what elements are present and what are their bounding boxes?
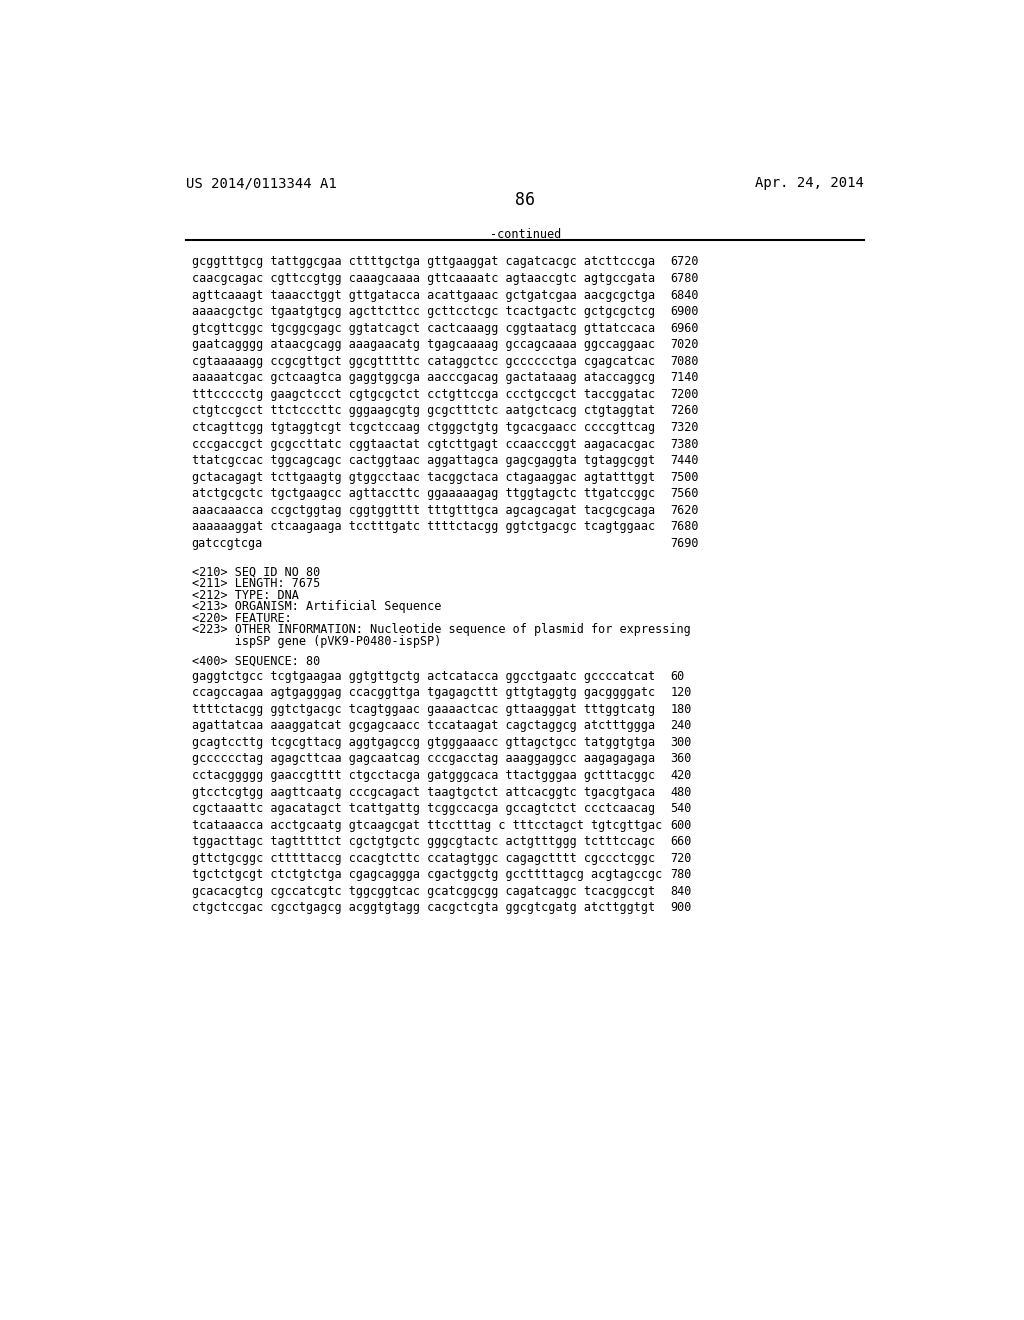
Text: 7440: 7440 bbox=[671, 454, 699, 467]
Text: gcccccctag agagcttcaa gagcaatcag cccgacctag aaaggaggcc aagagagaga: gcccccctag agagcttcaa gagcaatcag cccgacc… bbox=[191, 752, 654, 766]
Text: gatccgtcga: gatccgtcga bbox=[191, 537, 263, 550]
Text: caacgcagac cgttccgtgg caaagcaaaa gttcaaaatc agtaaccgtc agtgccgata: caacgcagac cgttccgtgg caaagcaaaa gttcaaa… bbox=[191, 272, 654, 285]
Text: ttatcgccac tggcagcagc cactggtaac aggattagca gagcgaggta tgtaggcggt: ttatcgccac tggcagcagc cactggtaac aggatta… bbox=[191, 454, 654, 467]
Text: <400> SEQUENCE: 80: <400> SEQUENCE: 80 bbox=[191, 655, 319, 668]
Text: 7620: 7620 bbox=[671, 504, 699, 516]
Text: 7200: 7200 bbox=[671, 388, 699, 401]
Text: 360: 360 bbox=[671, 752, 692, 766]
Text: 7320: 7320 bbox=[671, 421, 699, 434]
Text: 240: 240 bbox=[671, 719, 692, 733]
Text: ispSP gene (pVK9-P0480-ispSP): ispSP gene (pVK9-P0480-ispSP) bbox=[191, 635, 441, 648]
Text: ctgtccgcct ttctcccttc gggaagcgtg gcgctttctc aatgctcacg ctgtaggtat: ctgtccgcct ttctcccttc gggaagcgtg gcgcttt… bbox=[191, 404, 654, 417]
Text: ctgctccgac cgcctgagcg acggtgtagg cacgctcgta ggcgtcgatg atcttggtgt: ctgctccgac cgcctgagcg acggtgtagg cacgctc… bbox=[191, 902, 654, 915]
Text: ccagccagaa agtgagggag ccacggttga tgagagcttt gttgtaggtg gacggggatc: ccagccagaa agtgagggag ccacggttga tgagagc… bbox=[191, 686, 654, 700]
Text: gtcctcgtgg aagttcaatg cccgcagact taagtgctct attcacggtc tgacgtgaca: gtcctcgtgg aagttcaatg cccgcagact taagtgc… bbox=[191, 785, 654, 799]
Text: <210> SEQ ID NO 80: <210> SEQ ID NO 80 bbox=[191, 566, 319, 578]
Text: 7080: 7080 bbox=[671, 355, 699, 368]
Text: 6840: 6840 bbox=[671, 289, 699, 301]
Text: 180: 180 bbox=[671, 702, 692, 715]
Text: -continued: -continued bbox=[489, 227, 561, 240]
Text: ctcagttcgg tgtaggtcgt tcgctccaag ctgggctgtg tgcacgaacc ccccgttcag: ctcagttcgg tgtaggtcgt tcgctccaag ctgggct… bbox=[191, 421, 654, 434]
Text: 840: 840 bbox=[671, 884, 692, 898]
Text: 540: 540 bbox=[671, 803, 692, 816]
Text: 7680: 7680 bbox=[671, 520, 699, 533]
Text: agttcaaagt taaacctggt gttgatacca acattgaaac gctgatcgaa aacgcgctga: agttcaaagt taaacctggt gttgatacca acattga… bbox=[191, 289, 654, 301]
Text: ttttctacgg ggtctgacgc tcagtggaac gaaaactcac gttaagggat tttggtcatg: ttttctacgg ggtctgacgc tcagtggaac gaaaact… bbox=[191, 702, 654, 715]
Text: 900: 900 bbox=[671, 902, 692, 915]
Text: gcggtttgcg tattggcgaa cttttgctga gttgaaggat cagatcacgc atcttcccga: gcggtttgcg tattggcgaa cttttgctga gttgaag… bbox=[191, 256, 654, 268]
Text: 6900: 6900 bbox=[671, 305, 699, 318]
Text: Apr. 24, 2014: Apr. 24, 2014 bbox=[756, 176, 864, 190]
Text: cccgaccgct gcgccttatc cggtaactat cgtcttgagt ccaacccggt aagacacgac: cccgaccgct gcgccttatc cggtaactat cgtcttg… bbox=[191, 437, 654, 450]
Text: gctacagagt tcttgaagtg gtggcctaac tacggctaca ctagaaggac agtatttggt: gctacagagt tcttgaagtg gtggcctaac tacggct… bbox=[191, 471, 654, 483]
Text: <212> TYPE: DNA: <212> TYPE: DNA bbox=[191, 589, 298, 602]
Text: 420: 420 bbox=[671, 770, 692, 781]
Text: 480: 480 bbox=[671, 785, 692, 799]
Text: <223> OTHER INFORMATION: Nucleotide sequence of plasmid for expressing: <223> OTHER INFORMATION: Nucleotide sequ… bbox=[191, 623, 690, 636]
Text: aaaacgctgc tgaatgtgcg agcttcttcc gcttcctcgc tcactgactc gctgcgctcg: aaaacgctgc tgaatgtgcg agcttcttcc gcttcct… bbox=[191, 305, 654, 318]
Text: <220> FEATURE:: <220> FEATURE: bbox=[191, 612, 291, 624]
Text: 7560: 7560 bbox=[671, 487, 699, 500]
Text: tggacttagc tagtttttct cgctgtgctc gggcgtactc actgtttggg tctttccagc: tggacttagc tagtttttct cgctgtgctc gggcgta… bbox=[191, 836, 654, 849]
Text: 7020: 7020 bbox=[671, 338, 699, 351]
Text: 6780: 6780 bbox=[671, 272, 699, 285]
Text: gaatcagggg ataacgcagg aaagaacatg tgagcaaaag gccagcaaaa ggccaggaac: gaatcagggg ataacgcagg aaagaacatg tgagcaa… bbox=[191, 338, 654, 351]
Text: <211> LENGTH: 7675: <211> LENGTH: 7675 bbox=[191, 577, 319, 590]
Text: aaaaatcgac gctcaagtca gaggtggcga aacccgacag gactataaag ataccaggcg: aaaaatcgac gctcaagtca gaggtggcga aacccga… bbox=[191, 371, 654, 384]
Text: <213> ORGANISM: Artificial Sequence: <213> ORGANISM: Artificial Sequence bbox=[191, 601, 441, 614]
Text: 60: 60 bbox=[671, 669, 685, 682]
Text: 7500: 7500 bbox=[671, 471, 699, 483]
Text: 7690: 7690 bbox=[671, 537, 699, 550]
Text: 86: 86 bbox=[515, 191, 536, 209]
Text: gtcgttcggc tgcggcgagc ggtatcagct cactcaaagg cggtaatacg gttatccaca: gtcgttcggc tgcggcgagc ggtatcagct cactcaa… bbox=[191, 322, 654, 335]
Text: 780: 780 bbox=[671, 869, 692, 882]
Text: tgctctgcgt ctctgtctga cgagcaggga cgactggctg gccttttagcg acgtagccgc: tgctctgcgt ctctgtctga cgagcaggga cgactgg… bbox=[191, 869, 662, 882]
Text: aaaaaaggat ctcaagaaga tcctttgatc ttttctacgg ggtctgacgc tcagtggaac: aaaaaaggat ctcaagaaga tcctttgatc ttttcta… bbox=[191, 520, 654, 533]
Text: 120: 120 bbox=[671, 686, 692, 700]
Text: cctacggggg gaaccgtttt ctgcctacga gatgggcaca ttactgggaa gctttacggc: cctacggggg gaaccgtttt ctgcctacga gatgggc… bbox=[191, 770, 654, 781]
Text: tttccccctg gaagctccct cgtgcgctct cctgttccga ccctgccgct taccggatac: tttccccctg gaagctccct cgtgcgctct cctgttc… bbox=[191, 388, 654, 401]
Text: US 2014/0113344 A1: US 2014/0113344 A1 bbox=[186, 176, 337, 190]
Text: 7380: 7380 bbox=[671, 437, 699, 450]
Text: 6720: 6720 bbox=[671, 256, 699, 268]
Text: 660: 660 bbox=[671, 836, 692, 849]
Text: 7260: 7260 bbox=[671, 404, 699, 417]
Text: atctgcgctc tgctgaagcc agttaccttc ggaaaaagag ttggtagctc ttgatccggc: atctgcgctc tgctgaagcc agttaccttc ggaaaaa… bbox=[191, 487, 654, 500]
Text: 7140: 7140 bbox=[671, 371, 699, 384]
Text: 300: 300 bbox=[671, 737, 692, 748]
Text: gaggtctgcc tcgtgaagaa ggtgttgctg actcatacca ggcctgaatc gccccatcat: gaggtctgcc tcgtgaagaa ggtgttgctg actcata… bbox=[191, 669, 654, 682]
Text: aaacaaacca ccgctggtag cggtggtttt tttgtttgca agcagcagat tacgcgcaga: aaacaaacca ccgctggtag cggtggtttt tttgttt… bbox=[191, 504, 654, 516]
Text: 600: 600 bbox=[671, 818, 692, 832]
Text: 720: 720 bbox=[671, 851, 692, 865]
Text: tcataaacca acctgcaatg gtcaagcgat ttcctttag c tttcctagct tgtcgttgac: tcataaacca acctgcaatg gtcaagcgat ttccttt… bbox=[191, 818, 662, 832]
Text: agattatcaa aaaggatcat gcgagcaacc tccataagat cagctaggcg atctttggga: agattatcaa aaaggatcat gcgagcaacc tccataa… bbox=[191, 719, 654, 733]
Text: 6960: 6960 bbox=[671, 322, 699, 335]
Text: gcacacgtcg cgccatcgtc tggcggtcac gcatcggcgg cagatcaggc tcacggccgt: gcacacgtcg cgccatcgtc tggcggtcac gcatcgg… bbox=[191, 884, 654, 898]
Text: cgctaaattc agacatagct tcattgattg tcggccacga gccagtctct ccctcaacag: cgctaaattc agacatagct tcattgattg tcggcca… bbox=[191, 803, 654, 816]
Text: cgtaaaaagg ccgcgttgct ggcgtttttc cataggctcc gcccccctga cgagcatcac: cgtaaaaagg ccgcgttgct ggcgtttttc cataggc… bbox=[191, 355, 654, 368]
Text: gcagtccttg tcgcgttacg aggtgagccg gtgggaaacc gttagctgcc tatggtgtga: gcagtccttg tcgcgttacg aggtgagccg gtgggaa… bbox=[191, 737, 654, 748]
Text: gttctgcggc ctttttaccg ccacgtcttc ccatagtggc cagagctttt cgccctcggc: gttctgcggc ctttttaccg ccacgtcttc ccatagt… bbox=[191, 851, 654, 865]
